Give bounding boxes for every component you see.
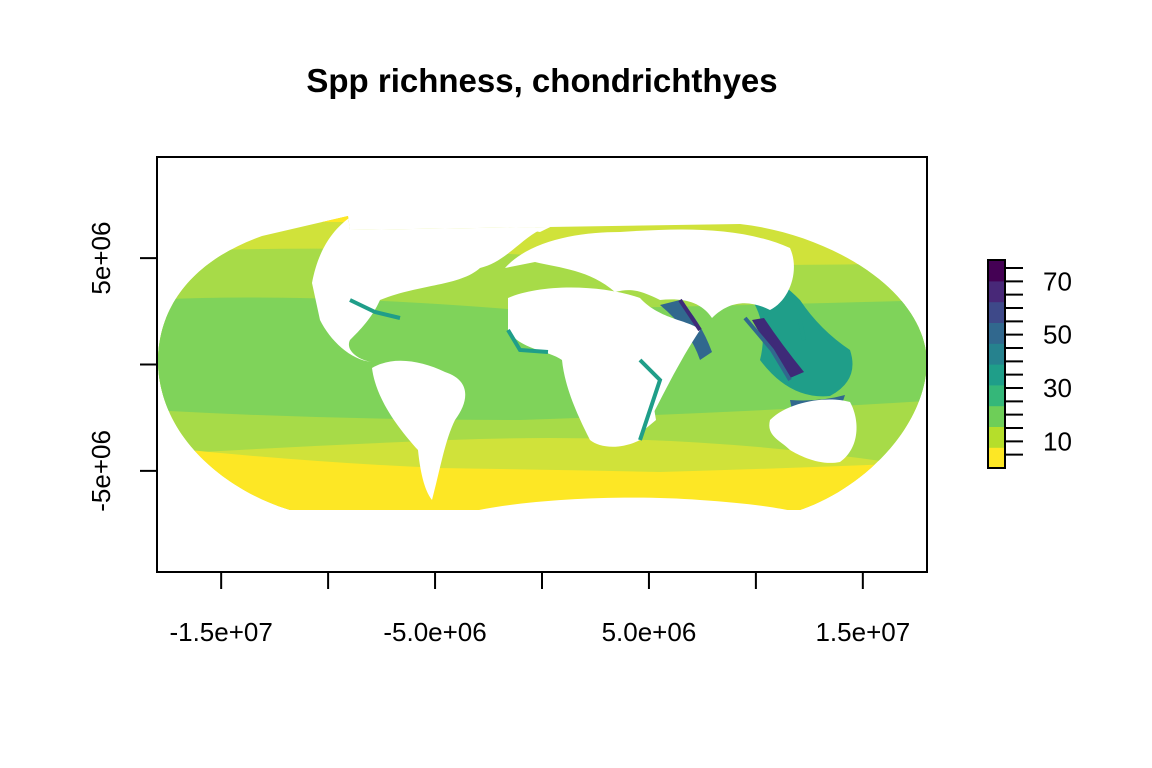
x-axis: -1.5e+07 -5.0e+06 5.0e+06 1.5e+07: [169, 572, 910, 647]
x-tick-label: -5.0e+06: [383, 617, 486, 647]
legend-color-step: [988, 301, 1005, 323]
chart-title: Spp richness, chondrichthyes: [306, 62, 777, 99]
land-south-america: [372, 360, 466, 500]
coast-sea-asia: [743, 316, 792, 382]
hotspot-coral-triangle: [752, 318, 804, 378]
coast-caribbean: [349, 298, 401, 320]
legend-tick-label: 10: [1043, 426, 1072, 456]
coast-japan: [788, 299, 806, 341]
land-greenland: [470, 216, 600, 232]
y-tick-label: -5e+06: [86, 430, 116, 512]
land-north-america: [312, 216, 540, 362]
land-australia: [769, 399, 857, 463]
legend-tick-label: 30: [1043, 373, 1072, 403]
legend-color-step: [988, 280, 1005, 303]
x-tick-label: -1.5e+07: [169, 617, 272, 647]
ocean-band-arctic: [158, 216, 927, 222]
legend-color-step: [988, 405, 1005, 427]
land-europe-asia: [505, 229, 794, 318]
richness-raster-map: [158, 216, 927, 510]
legend-color-step: [988, 343, 1005, 365]
x-tick-label: 5.0e+06: [602, 617, 697, 647]
y-tick-label: 5e+06: [86, 222, 116, 295]
legend-color-step: [988, 384, 1005, 407]
legend-color-step: [988, 260, 1005, 282]
legend-color-step: [988, 447, 1005, 469]
legend-tick-label: 70: [1043, 266, 1072, 296]
coast-red-sea: [678, 298, 702, 332]
y-axis: -5e+06 5e+06: [86, 222, 157, 512]
land-antarctica: [470, 497, 820, 510]
coast-west-africa: [506, 328, 549, 354]
x-tick-label: 1.5e+07: [815, 617, 910, 647]
color-legend: 10 30 50 70: [987, 259, 1072, 469]
legend-frame: [987, 259, 1006, 469]
legend-color-step: [988, 322, 1005, 344]
legend-color-step: [988, 426, 1005, 448]
legend-color-step: [988, 364, 1005, 386]
legend-tick-label: 50: [1043, 320, 1072, 350]
coast-east-africa: [638, 358, 663, 441]
